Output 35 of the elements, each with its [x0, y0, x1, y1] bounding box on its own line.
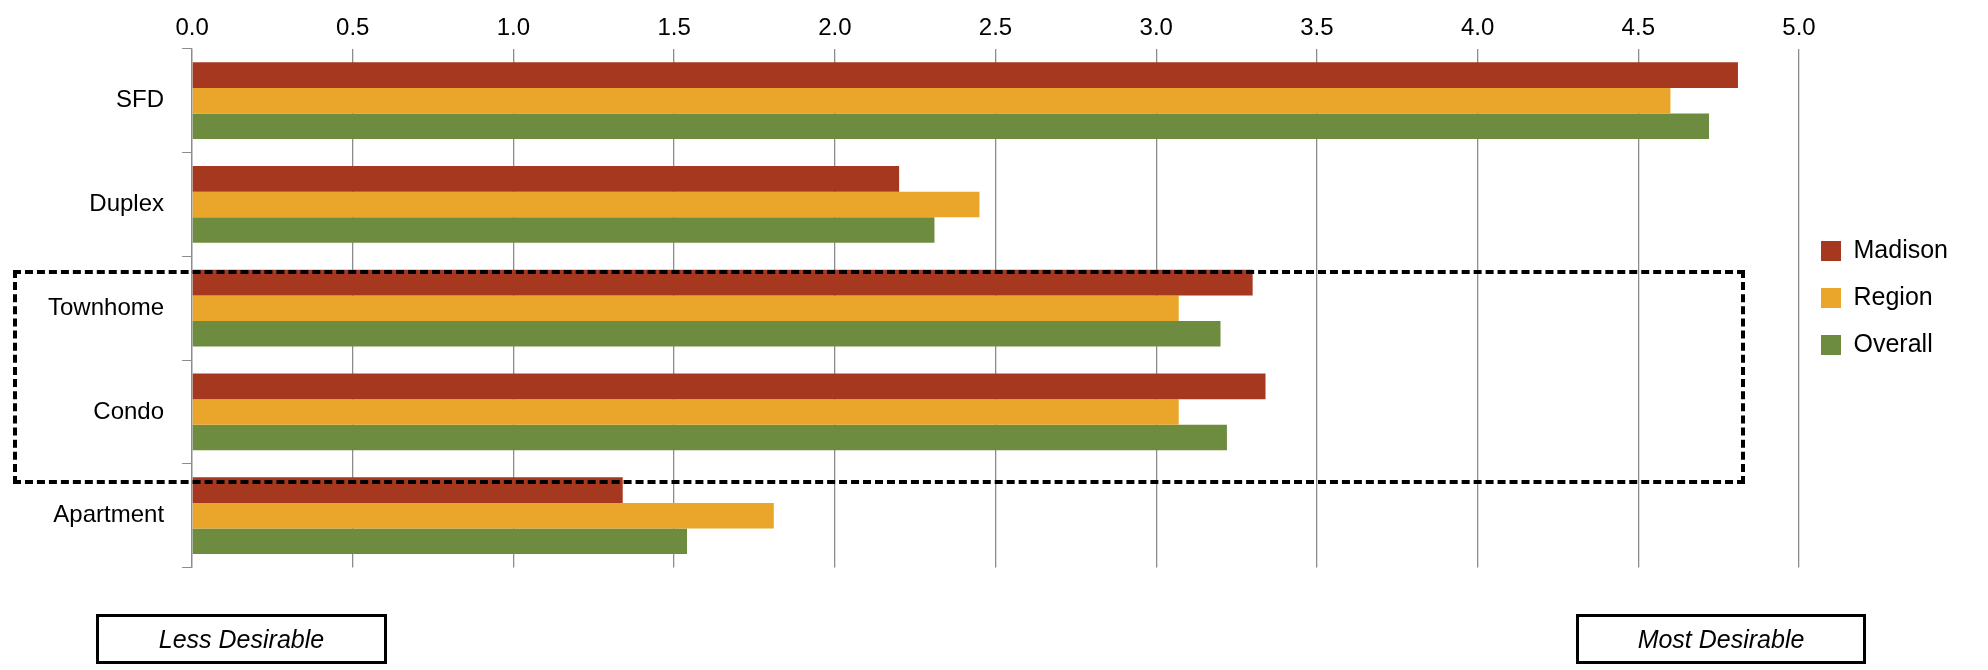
- bar: [192, 217, 935, 243]
- bar: [192, 502, 774, 529]
- x-tick-label: 3.0: [1139, 13, 1173, 41]
- x-tick-label: 0.0: [175, 13, 209, 41]
- x-tick-label: 0.5: [336, 13, 370, 41]
- bar: [192, 87, 1671, 114]
- bar: [192, 528, 687, 555]
- y-tick-label: Condo: [93, 396, 165, 424]
- x-tick-label: 3.5: [1300, 13, 1334, 41]
- legend-label: Region: [1853, 281, 1933, 310]
- y-tick-label: SFD: [116, 85, 165, 113]
- legend-label: Overall: [1853, 328, 1933, 357]
- bar: [192, 321, 1221, 347]
- bar: [192, 424, 1227, 451]
- bar: [192, 477, 623, 503]
- x-tick-label: 4.0: [1460, 13, 1495, 41]
- x-tick-label: 2.0: [818, 13, 852, 41]
- y-tick-label: Apartment: [53, 500, 165, 528]
- bar: [192, 373, 1266, 400]
- x-tick-label: 1.5: [657, 13, 691, 41]
- text: Less Desirable: [96, 614, 387, 664]
- bar: [192, 399, 1179, 425]
- bar: [192, 166, 900, 192]
- text: Most Desirable: [1576, 614, 1866, 664]
- bar: [192, 295, 1179, 321]
- x-tick-label: 5.0: [1782, 13, 1816, 41]
- y-tick-label: Duplex: [89, 189, 165, 217]
- bar: [192, 113, 1710, 140]
- x-tick-label: 1.0: [496, 13, 531, 41]
- legend-label: Madison: [1853, 234, 1949, 263]
- y-tick-label: Townhome: [48, 292, 165, 320]
- bar: [192, 191, 980, 218]
- bar: [192, 62, 1738, 88]
- x-tick-label: 4.5: [1621, 13, 1655, 41]
- x-tick-label: 2.5: [978, 13, 1013, 41]
